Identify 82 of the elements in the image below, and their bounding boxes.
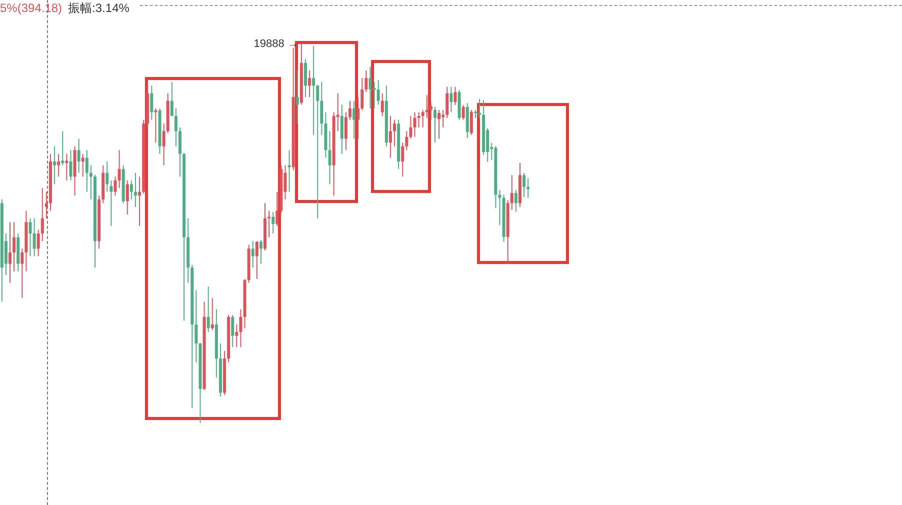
candlestick [259, 239, 262, 264]
candlestick [417, 112, 420, 128]
candlestick [296, 70, 299, 124]
candlestick [312, 45, 316, 136]
candlestick [53, 146, 56, 185]
text: 振幅:3.14% [68, 1, 130, 15]
candlestick [462, 104, 465, 120]
candlestick [268, 210, 271, 238]
candlestick [470, 109, 473, 136]
candlestick [356, 96, 360, 140]
candlestick [316, 84, 320, 219]
candlestick [446, 86, 449, 118]
candlestick [478, 98, 482, 118]
candlestick [28, 218, 32, 257]
candlestick [20, 248, 24, 298]
candlestick [150, 85, 154, 120]
candlestick [308, 70, 312, 98]
candlestick [348, 100, 352, 120]
candlestick [130, 180, 133, 200]
candlestick [134, 172, 137, 208]
candlestick [174, 108, 178, 147]
candlestick [522, 172, 526, 198]
candlestick [69, 150, 72, 181]
candlestick [438, 109, 441, 140]
candlestick [272, 211, 275, 234]
candlestick [114, 176, 117, 196]
candlestick [320, 81, 324, 136]
candlestick [360, 78, 364, 110]
candlestick [498, 189, 502, 226]
candlestick [372, 81, 376, 109]
candlestick [57, 153, 60, 178]
candlestick [8, 222, 12, 284]
candlestick [170, 81, 174, 117]
candlestick [206, 286, 210, 333]
candlestick [409, 116, 412, 140]
candlestick [65, 153, 68, 181]
candlestick [194, 290, 198, 363]
candlestick [368, 66, 372, 109]
candlestick [376, 80, 380, 106]
candlestick [89, 164, 92, 200]
candlestick [421, 109, 424, 128]
candlestick [235, 324, 238, 348]
candlestick [85, 150, 88, 192]
candlestick [40, 188, 44, 242]
candlestick [304, 58, 307, 98]
text: 5%(394.18) [0, 1, 62, 15]
candlestick [380, 92, 384, 117]
candlestick [393, 119, 396, 147]
candlestick [12, 222, 16, 272]
candlestick [328, 130, 332, 185]
candlestick [405, 130, 408, 151]
candlestick [514, 189, 518, 212]
candlestick [231, 314, 234, 348]
candlestick [126, 180, 129, 216]
candlestick [36, 229, 40, 257]
candlestick [239, 308, 242, 348]
candlestick [429, 102, 432, 120]
candlestick [450, 86, 453, 113]
candlestick [251, 240, 254, 268]
candlestick [352, 100, 356, 140]
candlestick [344, 112, 348, 151]
candlestick [401, 142, 404, 178]
candlestick [276, 191, 279, 226]
candlestick [364, 70, 368, 93]
candlestick [110, 180, 113, 226]
candlestick [32, 218, 36, 257]
candlestick [77, 138, 80, 174]
candlestick [81, 153, 84, 178]
candlestick [61, 130, 64, 166]
candlestick [178, 126, 182, 178]
candlestick [118, 150, 121, 189]
candlestick [510, 174, 514, 210]
candlestick [413, 112, 416, 138]
candlestick [388, 116, 392, 158]
candlestick [138, 176, 142, 226]
candlestick [454, 86, 457, 106]
candlestick [340, 104, 344, 154]
candlestick [255, 240, 258, 280]
candlestick [433, 106, 436, 144]
candlestick [210, 297, 214, 331]
candlestick [162, 123, 166, 166]
candlestick [106, 160, 109, 192]
